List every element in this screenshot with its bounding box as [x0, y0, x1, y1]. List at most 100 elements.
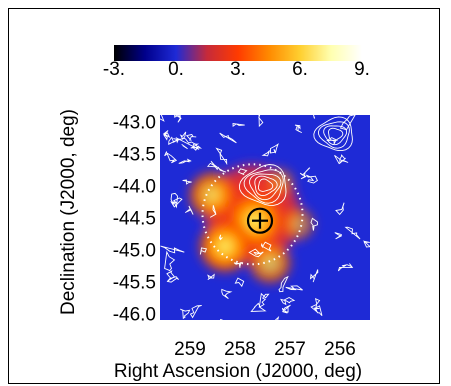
noise-contour — [182, 179, 192, 185]
noise-contour — [326, 137, 339, 145]
contour-ring — [257, 178, 274, 192]
y-axis-label: Declination (J2000, deg) — [58, 109, 79, 315]
noise-contour — [310, 217, 318, 231]
noise-contour — [180, 308, 191, 320]
y-tick-label: -43.0 — [113, 112, 156, 133]
noise-contour — [174, 115, 182, 123]
target-position-marker — [246, 207, 274, 234]
x-tick-label: 258 — [224, 339, 256, 360]
noise-contour — [294, 124, 303, 134]
noise-contour — [312, 115, 316, 119]
noise-contour — [209, 205, 217, 218]
colorbar-tick-label: 9. — [354, 59, 370, 80]
contour-ring — [313, 116, 353, 152]
noise-contour — [164, 150, 178, 164]
noise-contour — [178, 158, 192, 164]
noise-contour — [278, 275, 289, 293]
figure-frame — [8, 8, 440, 384]
noise-contour — [362, 240, 370, 248]
contour-lines — [160, 115, 370, 320]
noise-contour — [181, 144, 188, 150]
noise-contour — [313, 305, 323, 317]
colorbar: -3. 0. 3. 6. 9. — [103, 45, 370, 80]
noise-contour — [184, 205, 194, 215]
y-axis-tick-labels: -43.0 -43.5 -44.0 -44.5 -45.0 -45.5 -46.0 — [113, 112, 156, 325]
noise-contour — [219, 318, 224, 320]
x-tick-label: 259 — [174, 339, 206, 360]
noise-contour — [334, 154, 349, 165]
noise-contour — [162, 130, 171, 141]
noise-contour — [164, 250, 176, 272]
colorbar-tick-label: 0. — [168, 59, 184, 80]
y-tick-label: -44.5 — [113, 209, 156, 230]
y-tick-label: -44.0 — [113, 176, 156, 197]
noise-contour — [339, 115, 356, 131]
noise-contour — [269, 143, 279, 154]
noise-contour — [261, 241, 272, 252]
emission-peak — [246, 238, 294, 287]
noise-contour — [285, 285, 303, 291]
noise-contour — [335, 202, 345, 216]
noise-contour — [189, 305, 202, 319]
y-tick-label: -43.5 — [113, 144, 156, 165]
x-axis-tick-labels: 259 258 257 256 — [174, 339, 356, 360]
noise-contour — [261, 150, 271, 157]
noise-contour — [234, 277, 245, 288]
contour-ring — [323, 125, 348, 146]
source-region-circle — [201, 163, 304, 266]
noise-contour — [207, 273, 215, 280]
x-tick-label: 257 — [274, 339, 306, 360]
noise-contour — [215, 147, 228, 166]
marker-circle — [246, 207, 274, 234]
noise-contour — [166, 276, 179, 283]
noise-contour — [306, 174, 318, 184]
noise-contour — [233, 261, 242, 268]
noise-contour — [232, 122, 245, 128]
noise-contour — [160, 115, 165, 122]
noise-contour — [160, 245, 185, 254]
colorbar-tick-labels: -3. 0. 3. 6. 9. — [103, 59, 370, 80]
noise-contour — [248, 248, 264, 258]
noise-contour — [199, 247, 208, 255]
noise-contour — [337, 263, 354, 272]
noise-contour — [206, 162, 218, 168]
emission-peak — [196, 217, 254, 276]
noise-contour — [237, 168, 248, 176]
noise-contour — [310, 298, 321, 313]
contour-ring — [254, 175, 278, 197]
emission-peak — [263, 165, 297, 199]
y-tick-label: -45.0 — [113, 241, 156, 262]
noise-contour — [299, 167, 311, 180]
noise-contour — [334, 232, 343, 240]
noise-contour — [190, 143, 203, 151]
emission-layer — [160, 115, 370, 320]
noise-contour — [218, 234, 224, 241]
colorbar-tick-label: 3. — [230, 59, 246, 80]
emission-peak — [186, 168, 239, 222]
noise-contour — [309, 269, 319, 283]
noise-contour — [166, 270, 176, 282]
noise-contour — [170, 197, 183, 208]
y-tick-label: -45.5 — [113, 273, 156, 294]
noise-contour — [258, 115, 264, 128]
y-tick-label: -46.0 — [113, 305, 156, 326]
contour-ring — [238, 164, 287, 206]
contour-ring — [328, 127, 344, 142]
contour-ring — [249, 173, 282, 201]
colorbar-gradient — [114, 45, 362, 61]
noise-contour — [179, 131, 187, 140]
noise-contour — [168, 136, 180, 145]
noise-contour — [258, 292, 270, 309]
colorbar-tick-label: -3. — [103, 59, 125, 80]
plot-area — [160, 115, 370, 320]
noise-contour — [185, 133, 197, 141]
noise-contour — [280, 296, 296, 306]
noise-contour — [219, 132, 237, 144]
x-tick-label: 256 — [324, 339, 356, 360]
noise-contour — [221, 288, 233, 299]
emission-peak — [278, 204, 317, 243]
noise-contour — [344, 226, 361, 240]
colorbar-tick-label: 6. — [292, 59, 308, 80]
noise-contour — [281, 304, 291, 314]
